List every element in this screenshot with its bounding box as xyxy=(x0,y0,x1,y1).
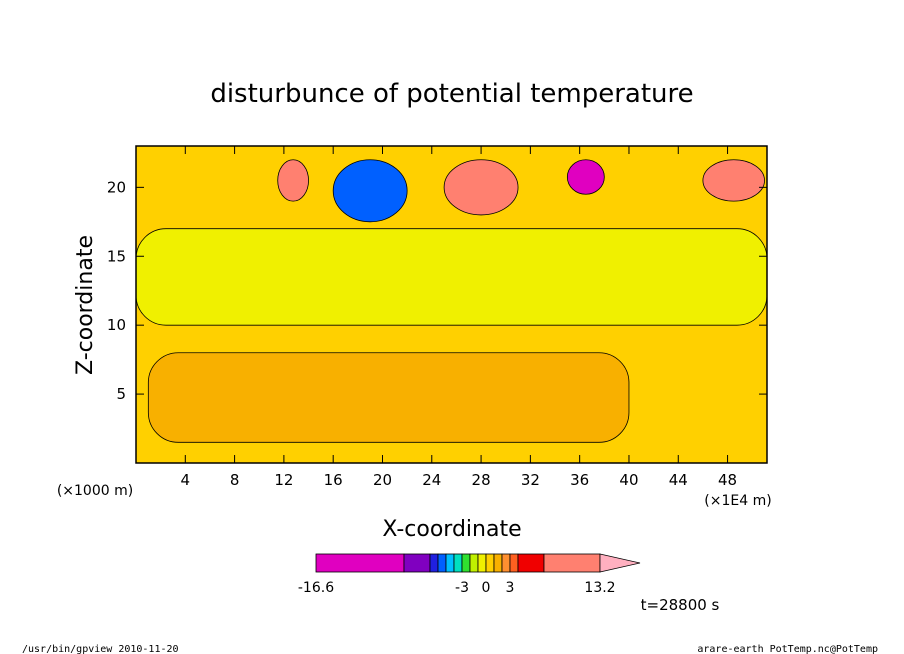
chart-title: disturbunce of potential temperature xyxy=(210,79,693,109)
region-upper-cold-core-2 xyxy=(566,159,605,195)
y-tick-label: 20 xyxy=(107,178,126,196)
x-tick-label: 20 xyxy=(373,471,392,489)
x-unit-right: (×1E4 m) xyxy=(704,493,771,509)
colorbar-cell xyxy=(501,553,511,573)
x-tick-label: 44 xyxy=(669,471,688,489)
x-tick-label: 16 xyxy=(324,471,343,489)
colorbar-cell xyxy=(453,553,463,573)
colorbar-label: -16.6 xyxy=(298,580,334,596)
colorbar-cell xyxy=(437,553,447,573)
region-upper-cold-core-1 xyxy=(332,159,408,223)
colorbar-cell xyxy=(485,553,495,573)
x-unit-left: (×1000 m) xyxy=(57,483,133,499)
footer-right: arare-earth_PotTemp.nc@PotTemp xyxy=(697,644,878,654)
y-axis: 5 10 15 20 xyxy=(107,178,767,403)
colorbar-label: -3 xyxy=(455,580,469,596)
x-axis-label: X-coordinate xyxy=(382,517,521,542)
x-tick-label: 8 xyxy=(230,471,240,489)
region-lower-warm-band xyxy=(147,352,630,443)
x-tick-label: 36 xyxy=(570,471,589,489)
x-tick-label: 32 xyxy=(521,471,540,489)
colorbar-label: 0 xyxy=(482,580,491,596)
x-tick-label: 48 xyxy=(718,471,737,489)
x-tick-label: 24 xyxy=(422,471,441,489)
x-tick-label: 40 xyxy=(619,471,638,489)
colorbar-cell xyxy=(493,553,503,573)
region-mid-green-layer xyxy=(136,228,767,326)
colorbar-cell xyxy=(461,553,471,573)
colorbar-cell xyxy=(517,553,545,573)
colorbar-cell xyxy=(509,553,519,573)
region-upper-warm-core-2 xyxy=(702,159,765,202)
region-upper-warm-core-3 xyxy=(277,159,309,202)
footer-left: /usr/bin/gpview 2010-11-20 xyxy=(22,644,179,654)
colorbar-label: 3 xyxy=(506,580,515,596)
colorbar-cell xyxy=(469,553,479,573)
x-tick-label: 12 xyxy=(274,471,293,489)
plot-frame xyxy=(135,145,768,464)
x-tick-label: 4 xyxy=(181,471,191,489)
y-tick-label: 10 xyxy=(107,316,126,334)
colorbar-cell xyxy=(543,553,601,573)
colorbar-end-arrow xyxy=(599,553,641,573)
region-upper-warm-core-1 xyxy=(443,159,519,216)
y-tick-label: 15 xyxy=(107,247,126,265)
x-tick-label: 28 xyxy=(472,471,491,489)
time-label: t=28800 s xyxy=(641,596,720,614)
colorbar-cell xyxy=(445,553,455,573)
x-axis: 4 8 12 16 20 24 28 32 36 40 44 48 xyxy=(181,146,737,489)
colorbar-cell xyxy=(403,553,431,573)
contour-fields xyxy=(136,146,767,463)
colorbar-cell xyxy=(315,553,405,573)
y-axis-label: Z-coordinate xyxy=(73,235,98,375)
colorbar: -16.6 -3 0 3 13.2 xyxy=(298,553,641,596)
y-tick-label: 5 xyxy=(116,385,126,403)
colorbar-label: 13.2 xyxy=(584,580,615,596)
colorbar-cell xyxy=(477,553,487,573)
colorbar-cell xyxy=(429,553,439,573)
